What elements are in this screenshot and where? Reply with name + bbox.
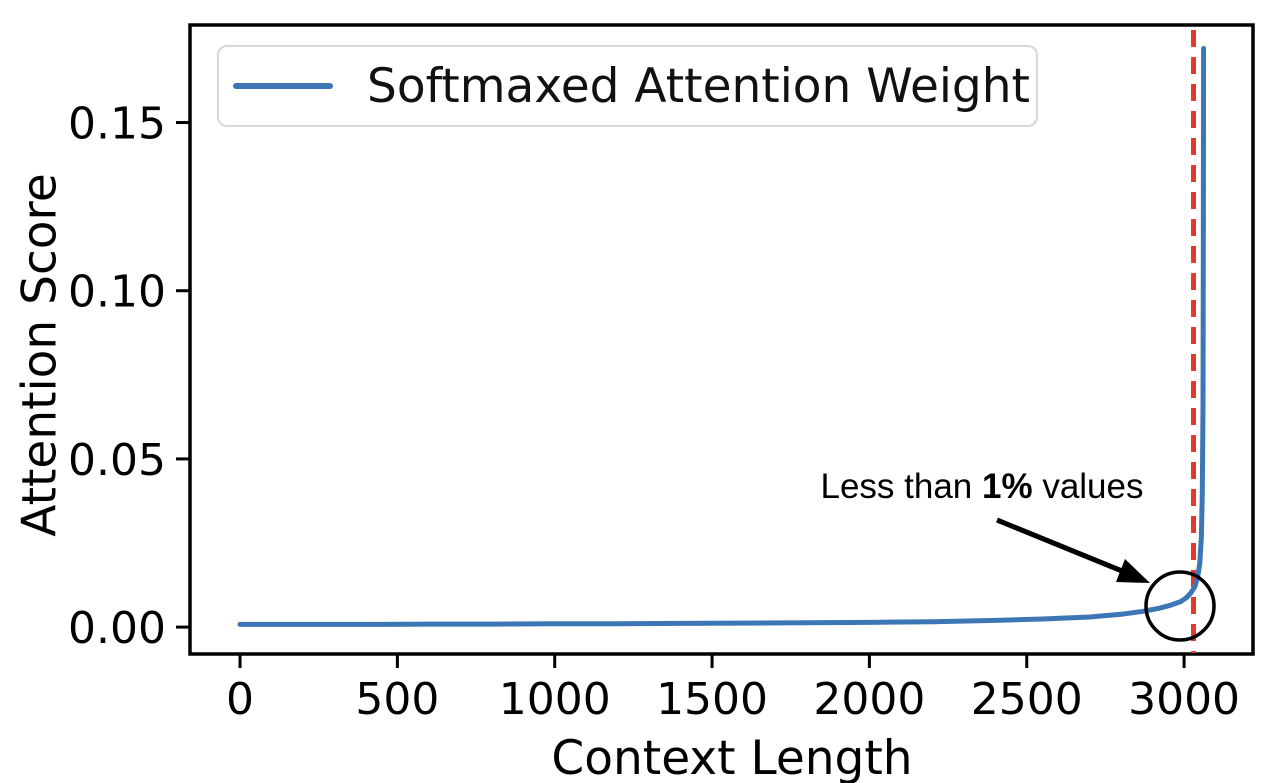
legend-label: Softmaxed Attention Weight — [367, 58, 1030, 114]
x-tick-label: 2500 — [971, 674, 1083, 725]
x-tick-label: 2000 — [813, 674, 925, 725]
x-tick-label: 1000 — [499, 674, 611, 725]
annotation-text-bold: 1% — [982, 467, 1033, 506]
x-axis-label: Context Length — [551, 731, 913, 783]
annotation-arrow-shaft — [996, 517, 1123, 574]
y-tick-label: 0.10 — [68, 267, 166, 318]
legend: Softmaxed Attention Weight — [217, 45, 1038, 127]
x-tick-label: 500 — [355, 674, 439, 725]
y-tick-label: 0.15 — [68, 99, 166, 150]
series-line — [237, 46, 1207, 627]
y-axis-label: Attention Score — [12, 173, 68, 537]
x-tick-label: 1500 — [656, 674, 768, 725]
legend-line-sample — [233, 83, 333, 89]
annotation-text-prefix: Less than — [820, 467, 982, 506]
y-tick-label: 0.05 — [68, 435, 166, 486]
annotation-text-suffix: values — [1032, 467, 1144, 506]
plot-border — [188, 23, 1255, 656]
x-tick-label: 3000 — [1128, 674, 1240, 725]
x-tick-label: 0 — [226, 674, 254, 725]
highlight-circle — [1144, 570, 1216, 642]
y-tick-label: 0.00 — [68, 603, 166, 654]
annotation-text: Less than 1% values — [821, 467, 1144, 507]
annotation-arrow-head — [1116, 559, 1150, 583]
